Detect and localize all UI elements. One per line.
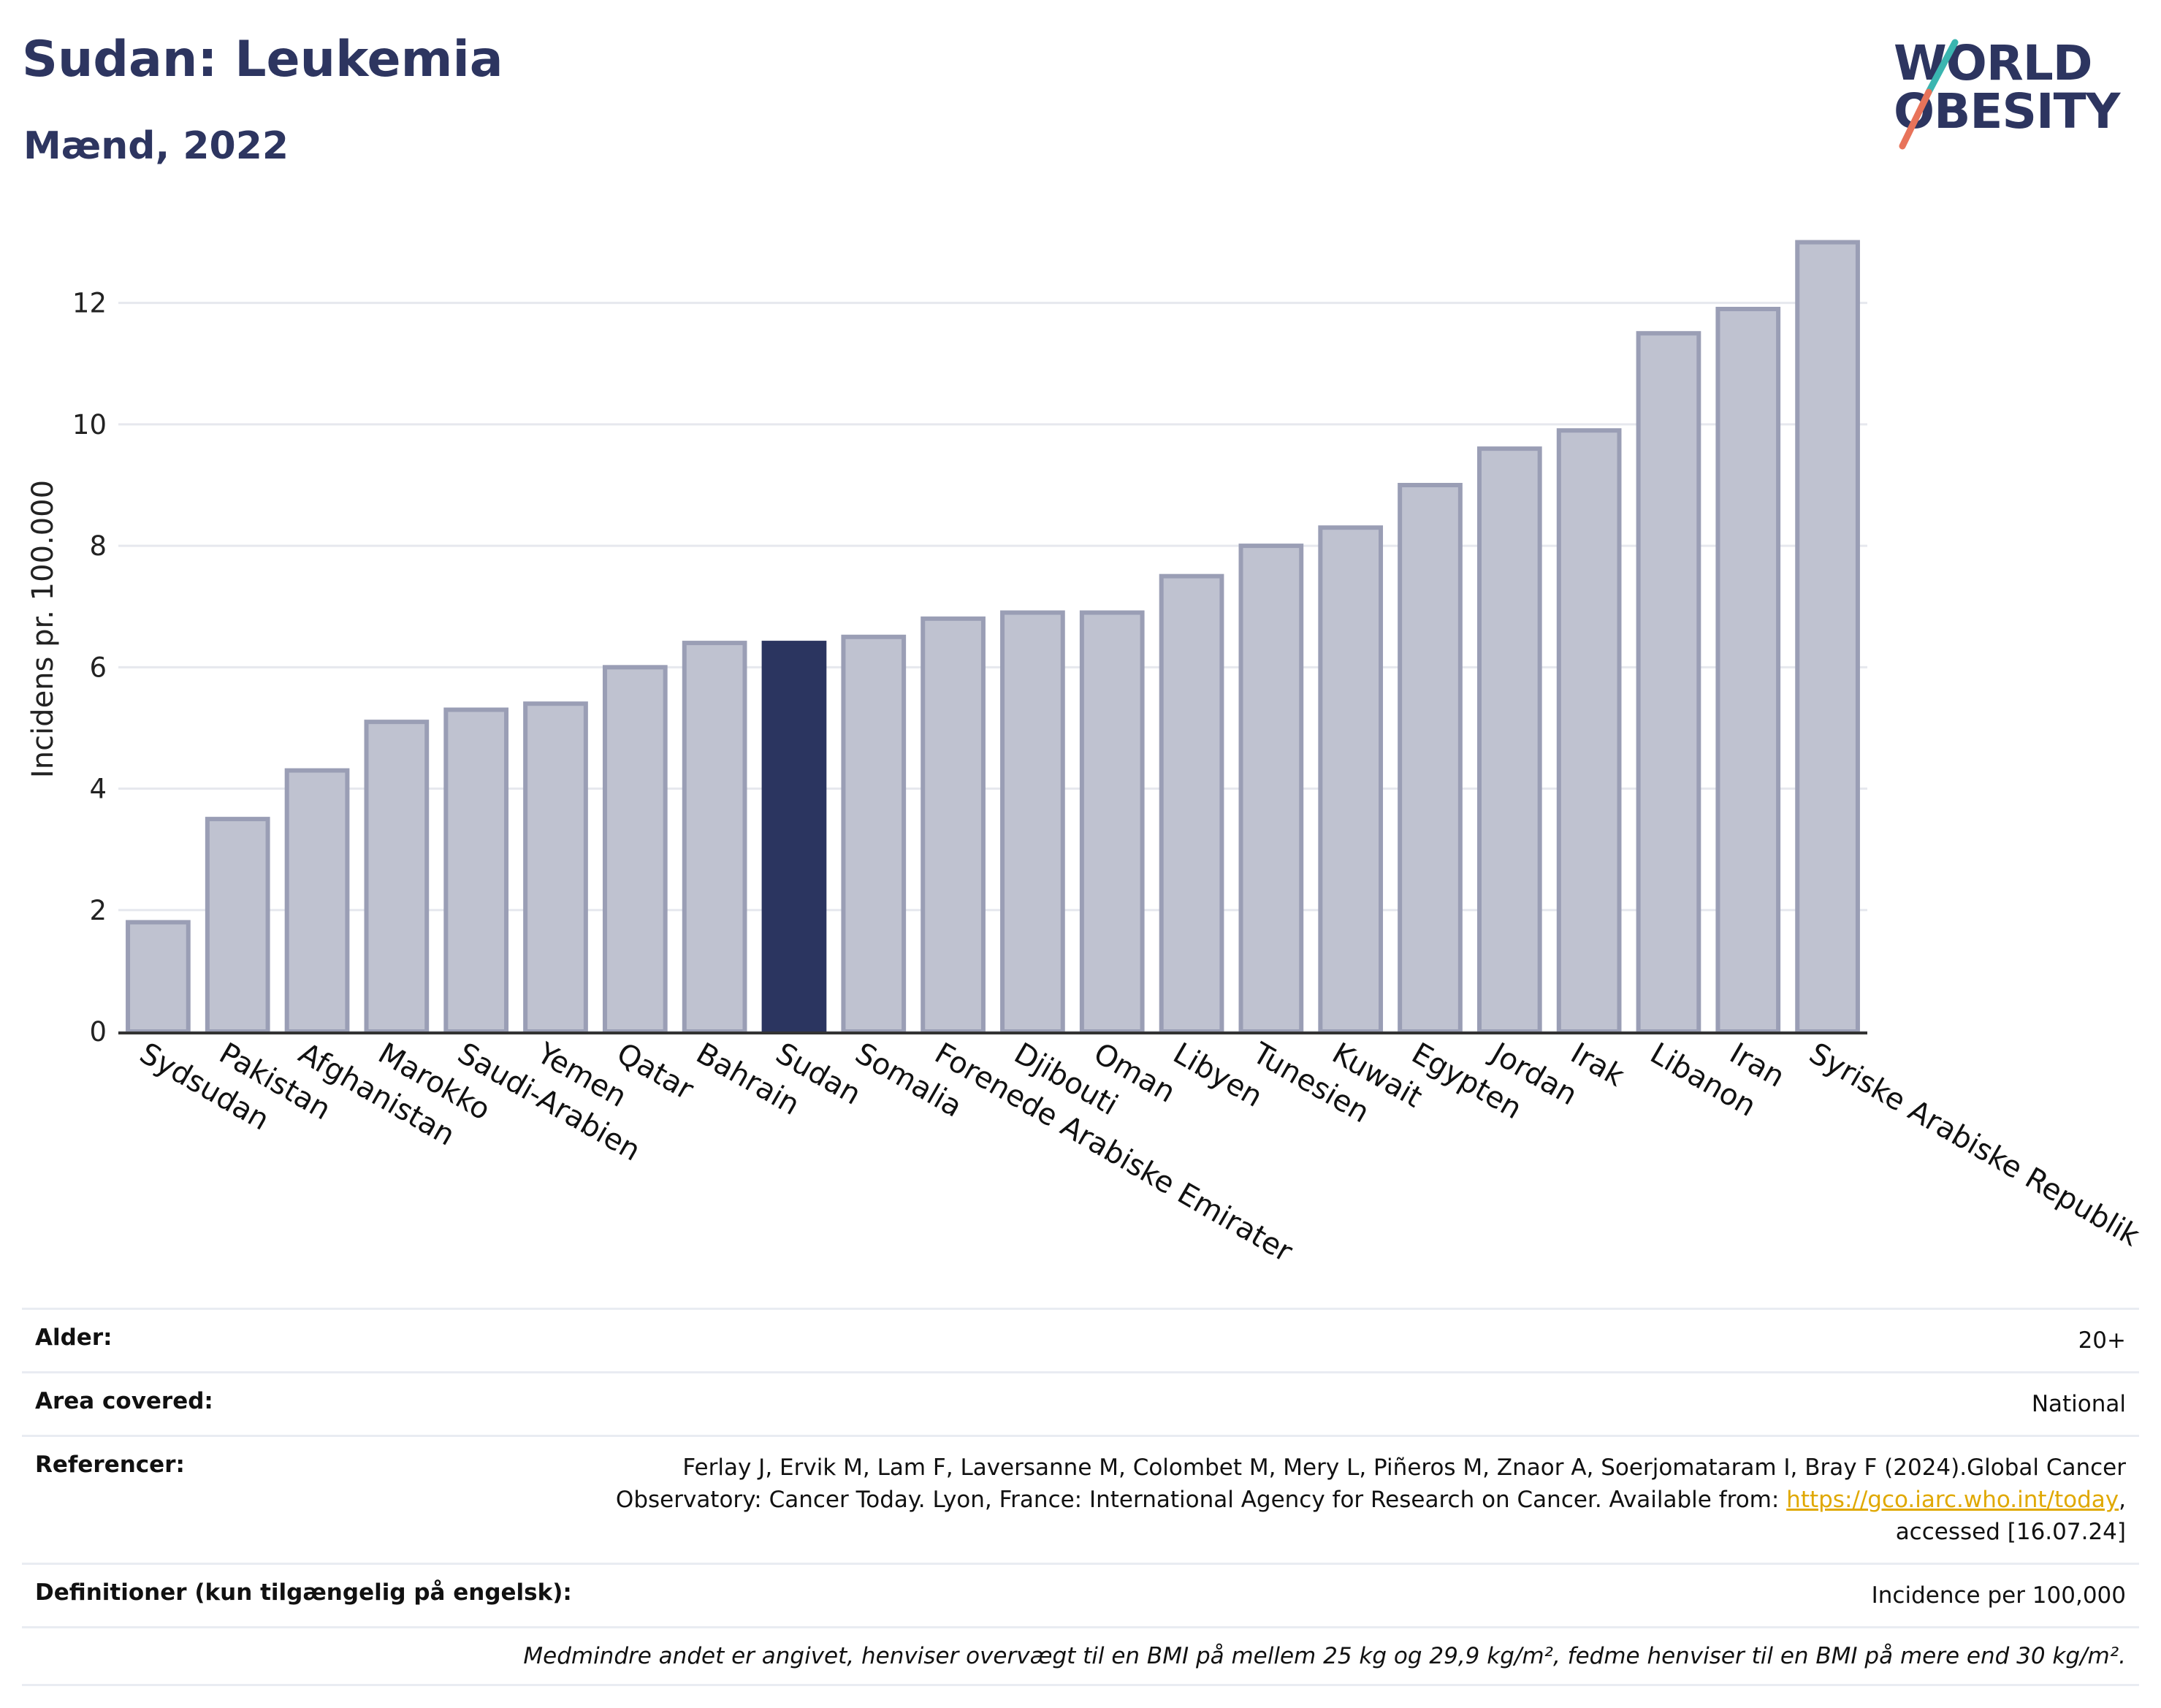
bar-egypten <box>1398 483 1463 1034</box>
info-table: Alder: 20+ Area covered: National Refere… <box>22 1308 2139 1687</box>
age-label: Alder: <box>35 1324 113 1351</box>
bar-syriske-arabiske-republik <box>1795 240 1860 1034</box>
info-row-definitions: Definitioner (kun tilgængelig på engelsk… <box>22 1563 2139 1626</box>
x-axis-labels: SydsudanPakistanAfghanistanMarokkoSaudi-… <box>134 1035 2146 1269</box>
bar-sydsudan <box>126 920 191 1034</box>
logo-line-2: OBESITY <box>1894 83 2120 140</box>
bar-libanon <box>1636 331 1701 1034</box>
bar-irak <box>1556 428 1622 1034</box>
page-subtitle: Mænd, 2022 <box>23 124 289 168</box>
references-link[interactable]: https://gco.iarc.who.int/today <box>1786 1487 2119 1514</box>
bar-djibouti <box>1000 610 1065 1034</box>
info-row-age: Alder: 20+ <box>22 1308 2139 1371</box>
bar-bahrain <box>682 641 747 1034</box>
bars <box>126 240 1860 1034</box>
bar-sudan <box>761 641 827 1034</box>
bar-iran <box>1715 306 1781 1034</box>
definitions-label: Definitioner (kun tilgængelig på engelsk… <box>35 1579 572 1606</box>
bar-tunesien <box>1238 544 1304 1034</box>
bar-qatar <box>602 665 668 1034</box>
bar-libyen <box>1159 573 1224 1034</box>
bar-afghanistan <box>284 768 350 1034</box>
y-tick-label: 8 <box>89 530 107 562</box>
references-label: Referencer: <box>35 1452 185 1479</box>
y-tick-label: 10 <box>72 409 107 441</box>
y-axis-ticks: 0 2 4 6 8 10 12 <box>72 288 107 1048</box>
page-title: Sudan: Leukemia <box>22 31 503 88</box>
x-tick-label: Libyen <box>1167 1037 1268 1114</box>
bar-marokko <box>364 720 430 1034</box>
bar-forenede-arabiske-emirater <box>921 616 986 1034</box>
bar-saudi-arabien <box>443 707 509 1034</box>
age-value: 20+ <box>2078 1327 2126 1354</box>
bar-jordan <box>1476 446 1542 1034</box>
y-tick-label: 2 <box>89 895 107 926</box>
logo-line-1: WORLD <box>1894 35 2093 91</box>
info-row-note: Medmindre andet er angivet, henviser ove… <box>22 1626 2139 1687</box>
area-value: National <box>2031 1391 2126 1418</box>
info-row-references: Referencer: Ferlay J, Ervik M, Lam F, La… <box>22 1435 2139 1563</box>
bar-chart: 0 2 4 6 8 10 12 SydsudanPakistanAfghanistanMar… <box>26 240 2146 1269</box>
y-axis-label: Incidens pr. 100.000 <box>26 480 60 778</box>
definitions-value: Incidence per 100,000 <box>1871 1582 2126 1609</box>
bar-pakistan <box>205 817 270 1034</box>
footnote: Medmindre andet er angivet, henviser ove… <box>523 1643 2126 1670</box>
y-tick-label: 6 <box>89 652 107 683</box>
logo-slash-icon <box>1899 39 1959 150</box>
bar-somalia <box>841 634 907 1034</box>
y-tick-label: 12 <box>72 288 107 319</box>
area-label: Area covered: <box>35 1388 213 1415</box>
x-tick-label: Syriske Arabiske Republik <box>1804 1037 2146 1254</box>
references-text-1: Ferlay J, Ervik M, Lam F, Laversanne M, … <box>615 1455 2126 1514</box>
bar-oman <box>1079 610 1145 1034</box>
world-obesity-logo: WORLD OBESITY <box>1883 37 2146 161</box>
bar-kuwait <box>1318 525 1384 1034</box>
info-row-area: Area covered: National <box>22 1371 2139 1435</box>
references-value: Ferlay J, Ervik M, Lam F, Laversanne M, … <box>555 1452 2126 1548</box>
references-text-2: , accessed [16.07.24] <box>1895 1487 2126 1546</box>
y-tick-label: 0 <box>89 1016 107 1048</box>
y-tick-label: 4 <box>89 774 107 805</box>
bar-yemen <box>523 701 588 1034</box>
